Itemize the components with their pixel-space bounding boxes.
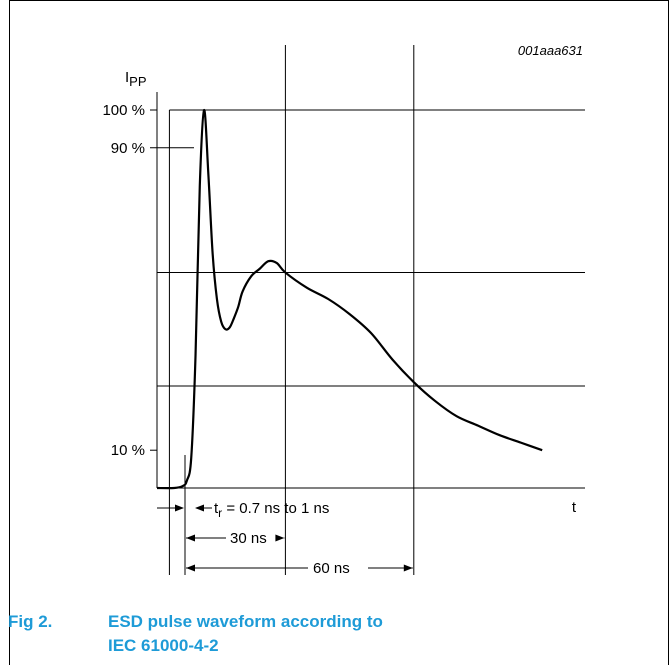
span60-label: 60 ns bbox=[313, 560, 350, 577]
pulse-waveform-line bbox=[156, 108, 543, 490]
y-tick-label: 10 % bbox=[111, 442, 145, 459]
caption-line-1: ESD pulse waveform according to bbox=[108, 612, 383, 631]
y-tick-label: 90 % bbox=[111, 140, 145, 157]
span30-left-head bbox=[186, 534, 195, 542]
x-axis-label: t bbox=[572, 499, 577, 516]
span30-right-head bbox=[275, 534, 285, 542]
figure-code: 001aaa631 bbox=[518, 43, 583, 58]
caption-line-2: IEC 61000-4-2 bbox=[108, 636, 219, 655]
y-tick-label: 100 % bbox=[102, 102, 145, 119]
span60-right-head bbox=[403, 564, 413, 572]
figure-caption: Fig 2. ESD pulse waveform according to I… bbox=[8, 610, 383, 658]
figure-frame bbox=[9, 0, 669, 665]
rise-arrow-right-head bbox=[195, 504, 204, 512]
span30-label: 30 ns bbox=[230, 530, 267, 547]
rise-arrow-left-head bbox=[175, 504, 184, 512]
rise-time-label: tr = 0.7 ns to 1 ns bbox=[214, 500, 329, 520]
esd-waveform-chart: 100 % 90 % 10 % IPP t 001aaa631 tr = 0.7 ns to… bbox=[102, 43, 585, 577]
y-axis-label: IPP bbox=[125, 69, 147, 89]
figure-number: Fig 2. bbox=[8, 612, 53, 631]
span60-left-head bbox=[186, 564, 195, 572]
